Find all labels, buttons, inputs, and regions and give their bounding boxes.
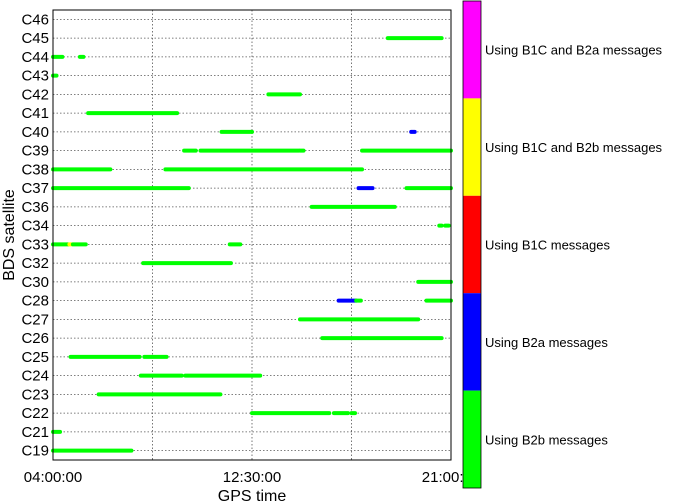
y-tick-label-c23: C23 <box>21 386 49 403</box>
legend-label-1: Using B1C and B2b messages <box>485 140 663 155</box>
y-tick-label-c21: C21 <box>21 424 49 441</box>
color-legend: Using B1C and B2a messages Using B1C and … <box>462 0 663 489</box>
y-tick-label-c34: C34 <box>21 218 49 235</box>
y-tick-label-c41: C41 <box>21 105 49 122</box>
legend-swatch-2 <box>463 195 481 294</box>
plot-frame <box>52 9 452 461</box>
data-segments <box>51 36 453 453</box>
x-tick-label-1: 12:30:00 <box>223 469 281 486</box>
y-tick-label-c26: C26 <box>21 330 49 347</box>
y-tick-label-c43: C43 <box>21 68 49 85</box>
legend-swatch-1 <box>463 98 481 196</box>
y-tick-label-c32: C32 <box>21 255 49 272</box>
legend-label-3: Using B2a messages <box>485 335 608 350</box>
y-tick-label-c37: C37 <box>21 180 49 197</box>
legend-swatch-4 <box>463 390 481 488</box>
y-tick-label-c39: C39 <box>21 143 49 160</box>
y-tick-label-c44: C44 <box>21 49 49 66</box>
legend-label-0: Using B1C and B2a messages <box>485 43 663 58</box>
y-tick-label-c36: C36 <box>21 199 49 216</box>
grid-layer <box>53 10 451 460</box>
legend-label-4: Using B2b messages <box>485 432 608 447</box>
x-tick-label-0: 04:00:00 <box>24 469 82 486</box>
y-tick-label-c27: C27 <box>21 311 49 328</box>
y-tick-label-c42: C42 <box>21 86 49 103</box>
legend-swatch-0 <box>463 1 481 99</box>
y-tick-label-c46: C46 <box>21 11 49 28</box>
x-tick-labels: 04:00:00 12:30:00 21:00:00 <box>24 469 480 486</box>
y-tick-label-c25: C25 <box>21 349 49 366</box>
y-tick-label-c40: C40 <box>21 124 49 141</box>
y-tick-label-c33: C33 <box>21 236 49 253</box>
y-tick-label-c45: C45 <box>21 30 49 47</box>
y-tick-label-c28: C28 <box>21 293 49 310</box>
legend-outline <box>462 0 482 489</box>
y-tick-label-c38: C38 <box>21 161 49 178</box>
legend-label-2: Using B1C messages <box>485 238 610 253</box>
y-tick-label-c30: C30 <box>21 274 49 291</box>
y-tick-label-c22: C22 <box>21 405 49 422</box>
legend-swatch-3 <box>463 293 481 391</box>
y-tick-label-c19: C19 <box>21 443 49 460</box>
y-axis-title: BDS satellite <box>1 189 18 281</box>
x-axis-title: GPS time <box>218 488 287 502</box>
y-tick-label-c24: C24 <box>21 368 49 385</box>
